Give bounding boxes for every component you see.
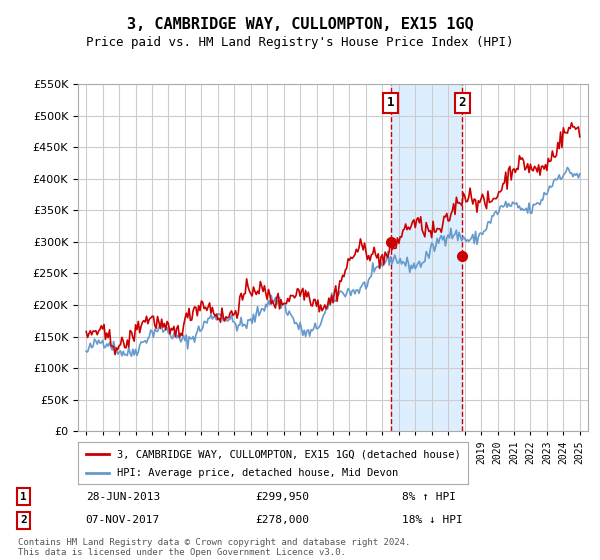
Text: 3, CAMBRIDGE WAY, CULLOMPTON, EX15 1GQ: 3, CAMBRIDGE WAY, CULLOMPTON, EX15 1GQ bbox=[127, 17, 473, 32]
Text: £299,950: £299,950 bbox=[255, 492, 309, 502]
Text: 28-JUN-2013: 28-JUN-2013 bbox=[86, 492, 160, 502]
Text: HPI: Average price, detached house, Mid Devon: HPI: Average price, detached house, Mid … bbox=[117, 468, 398, 478]
Text: Price paid vs. HM Land Registry's House Price Index (HPI): Price paid vs. HM Land Registry's House … bbox=[86, 36, 514, 49]
Text: 1: 1 bbox=[20, 492, 27, 502]
Bar bbox=[391, 84, 462, 431]
Text: 07-NOV-2017: 07-NOV-2017 bbox=[86, 515, 160, 525]
Text: £278,000: £278,000 bbox=[255, 515, 309, 525]
Text: 2: 2 bbox=[20, 515, 27, 525]
Text: 2: 2 bbox=[458, 96, 466, 109]
Text: 1: 1 bbox=[387, 96, 394, 109]
Text: 8% ↑ HPI: 8% ↑ HPI bbox=[401, 492, 455, 502]
Text: 3, CAMBRIDGE WAY, CULLOMPTON, EX15 1GQ (detached house): 3, CAMBRIDGE WAY, CULLOMPTON, EX15 1GQ (… bbox=[117, 449, 461, 459]
Text: Contains HM Land Registry data © Crown copyright and database right 2024.
This d: Contains HM Land Registry data © Crown c… bbox=[18, 538, 410, 557]
Text: 18% ↓ HPI: 18% ↓ HPI bbox=[401, 515, 462, 525]
